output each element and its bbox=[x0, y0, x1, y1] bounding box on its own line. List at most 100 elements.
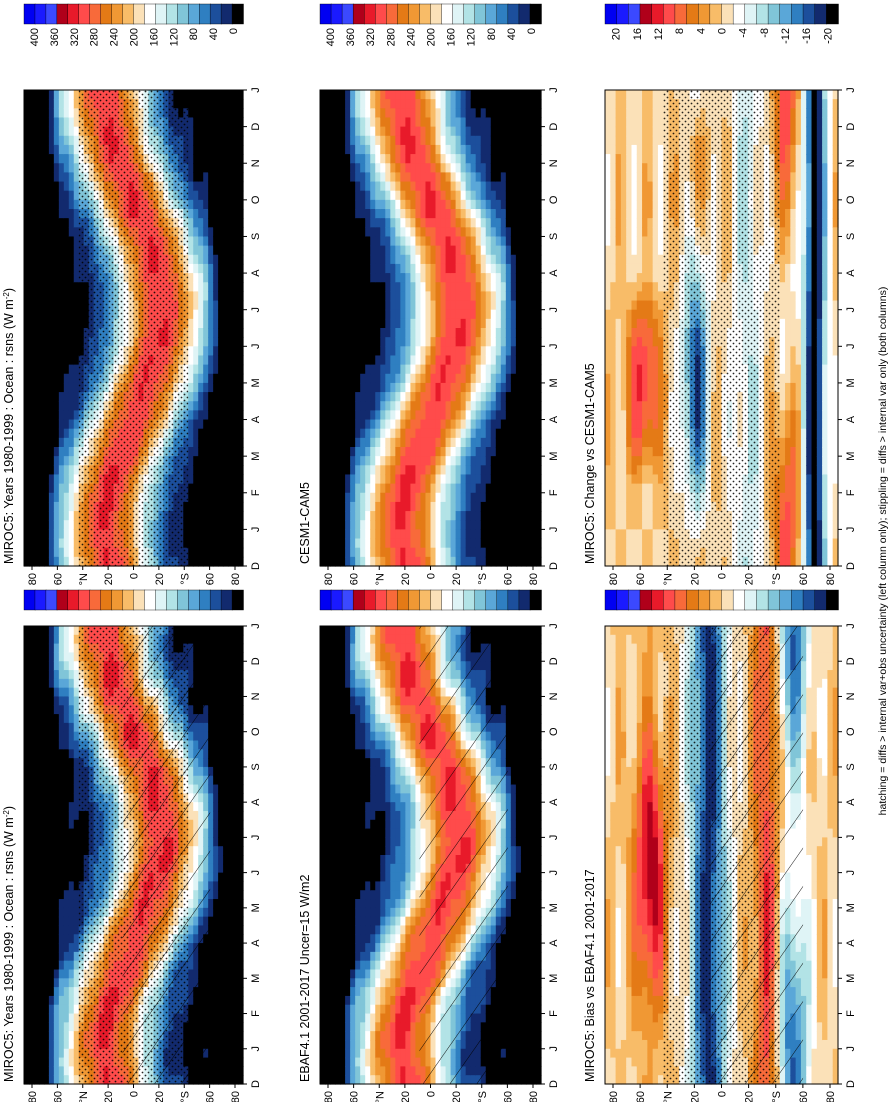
heatmap-cell bbox=[335, 437, 341, 448]
heatmap-cell bbox=[238, 501, 244, 512]
heatmap-cell bbox=[375, 428, 381, 439]
heatmap-cell bbox=[490, 337, 497, 347]
heatmap-cell bbox=[430, 492, 437, 503]
heatmap-cell bbox=[24, 172, 30, 183]
heatmap-cell bbox=[218, 218, 224, 228]
heatmap-cell bbox=[515, 556, 522, 567]
heatmap-cell bbox=[455, 99, 462, 109]
heatmap-cell bbox=[615, 135, 622, 146]
heatmap-cell bbox=[520, 437, 527, 448]
heatmap-cell bbox=[415, 245, 422, 256]
heatmap-cell bbox=[515, 263, 522, 274]
heatmap-cell bbox=[485, 492, 492, 503]
heatmap-cell bbox=[455, 511, 462, 521]
heatmap-cell bbox=[228, 428, 234, 439]
heatmap-cell bbox=[24, 126, 30, 137]
heatmap-cell bbox=[73, 236, 80, 247]
heatmap-cell bbox=[520, 373, 527, 384]
heatmap-cell bbox=[400, 437, 406, 448]
heatmap-cell bbox=[420, 483, 427, 494]
heatmap-cell bbox=[440, 328, 447, 338]
heatmap-cell bbox=[515, 492, 522, 503]
heatmap-cell bbox=[325, 318, 331, 329]
heatmap-cell bbox=[365, 245, 371, 256]
heatmap-cell bbox=[188, 410, 194, 421]
heatmap-cell bbox=[320, 209, 326, 219]
heatmap-cell bbox=[390, 199, 396, 210]
heatmap-cell bbox=[58, 373, 65, 384]
heatmap-cell bbox=[238, 282, 244, 292]
heatmap-cell bbox=[530, 501, 537, 512]
heatmap-cell bbox=[405, 392, 412, 402]
heatmap-cell bbox=[430, 199, 437, 210]
heatmap-cell bbox=[238, 245, 244, 256]
heatmap-cell bbox=[233, 300, 239, 311]
heatmap-cell bbox=[28, 556, 35, 567]
heatmap-cell bbox=[440, 529, 447, 540]
heatmap-cell bbox=[350, 419, 356, 430]
heatmap-cell bbox=[505, 410, 512, 421]
heatmap-cell bbox=[350, 392, 356, 402]
heatmap-cell bbox=[505, 144, 512, 155]
heatmap-cell bbox=[238, 419, 244, 430]
heatmap-cell bbox=[520, 126, 527, 137]
heatmap-cell bbox=[370, 428, 376, 439]
heatmap-cell bbox=[68, 99, 75, 109]
month-tick-label: F bbox=[250, 489, 262, 496]
heatmap-cell bbox=[430, 529, 437, 540]
heatmap-cell bbox=[525, 154, 532, 164]
heatmap-cell bbox=[520, 163, 527, 173]
heatmap-cell bbox=[28, 154, 35, 164]
heatmap-cell bbox=[43, 529, 50, 540]
heatmap-cell bbox=[365, 520, 371, 530]
heatmap-cell bbox=[213, 419, 219, 430]
heatmap-cell bbox=[325, 392, 331, 402]
heatmap-cell bbox=[218, 108, 224, 119]
heatmap-cell bbox=[350, 135, 356, 146]
heatmap-cell bbox=[460, 199, 467, 210]
heatmap-cell bbox=[400, 291, 406, 302]
heatmap-cell bbox=[605, 382, 611, 393]
heatmap-cell bbox=[525, 227, 532, 238]
heatmap-cell bbox=[615, 291, 622, 302]
heatmap-cell bbox=[420, 346, 427, 357]
heatmap-cell bbox=[460, 135, 467, 146]
heatmap-cell bbox=[400, 447, 406, 457]
heatmap-cell bbox=[415, 401, 422, 411]
heatmap-cell bbox=[380, 328, 386, 338]
heatmap-cell bbox=[455, 483, 462, 494]
heatmap-cell bbox=[340, 263, 346, 274]
heatmap-cell bbox=[610, 382, 617, 393]
heatmap-cell bbox=[636, 346, 643, 357]
heatmap-cell bbox=[465, 483, 472, 494]
heatmap-cell bbox=[213, 483, 219, 494]
heatmap-cell bbox=[390, 401, 396, 411]
heatmap-cell bbox=[420, 382, 427, 393]
heatmap-cell bbox=[450, 447, 457, 457]
heatmap-cell bbox=[605, 254, 611, 265]
heatmap-cell bbox=[43, 117, 50, 128]
heatmap-cell bbox=[615, 465, 622, 476]
heatmap-cell bbox=[642, 90, 648, 100]
heatmap-cell bbox=[53, 511, 60, 521]
heatmap-cell bbox=[450, 254, 457, 265]
heatmap-cell bbox=[48, 209, 55, 219]
heatmap-cell bbox=[335, 547, 341, 558]
heatmap-cell bbox=[490, 428, 497, 439]
heatmap-cell bbox=[530, 273, 537, 283]
heatmap-cell bbox=[58, 492, 65, 503]
heatmap-cell bbox=[605, 392, 611, 402]
heatmap-cell bbox=[525, 410, 532, 421]
heatmap-cell bbox=[631, 209, 638, 219]
heatmap-cell bbox=[430, 547, 437, 558]
heatmap-cell bbox=[525, 556, 532, 567]
heatmap-cell bbox=[223, 236, 229, 247]
heatmap-cell bbox=[631, 538, 638, 549]
heatmap-cell bbox=[365, 401, 371, 411]
heatmap-cell bbox=[24, 428, 30, 439]
heatmap-cell bbox=[495, 99, 502, 109]
heatmap-cell bbox=[53, 99, 60, 109]
heatmap-cell bbox=[445, 282, 452, 292]
heatmap-cell bbox=[360, 465, 366, 476]
heatmap-cell bbox=[410, 401, 417, 411]
